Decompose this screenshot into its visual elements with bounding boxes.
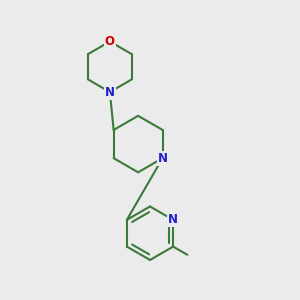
Text: N: N — [158, 152, 168, 165]
Text: N: N — [105, 85, 115, 98]
Text: O: O — [105, 35, 115, 48]
Text: N: N — [168, 213, 178, 226]
